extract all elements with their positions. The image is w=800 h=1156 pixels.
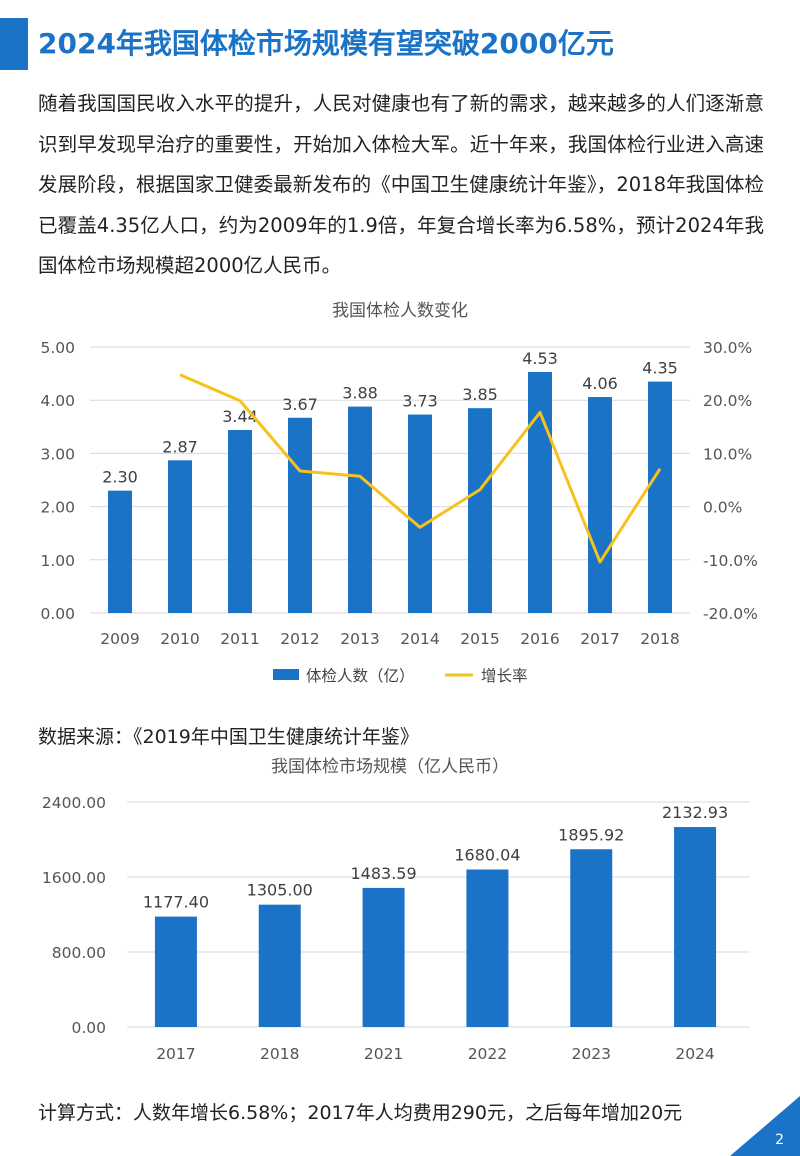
y-left-tick-label: 1.00 (40, 552, 75, 570)
y-left-tick-label: 2.00 (40, 499, 75, 517)
bar-value-label: 3.88 (342, 384, 378, 403)
bar (588, 397, 612, 613)
bar-value-label: 2.87 (162, 437, 198, 456)
x-tick-label: 2017 (580, 630, 619, 648)
x-tick-label: 2010 (160, 630, 199, 648)
bar (348, 406, 372, 613)
bar (648, 381, 672, 613)
page-number: 2 (775, 1132, 784, 1148)
bar (674, 827, 717, 1027)
bar (154, 916, 197, 1027)
x-tick-label: 2014 (400, 630, 439, 648)
y-tick-label: 800.00 (52, 944, 106, 962)
y-left-tick-label: 3.00 (40, 445, 75, 463)
page-title: 2024年我国体检市场规模有望突破2000亿元 (38, 27, 614, 60)
bar (570, 849, 613, 1027)
market-size-chart: 我国体检市场规模（亿人民币） 0.00 800.00 1600.00 2400.00 11… (42, 757, 750, 1063)
y-tick-label: 2400.00 (42, 794, 106, 812)
title-accent-bar (0, 18, 28, 70)
y-tick-label: 0.00 (71, 1019, 106, 1037)
bar (468, 408, 492, 613)
y-left-tick-label: 4.00 (40, 392, 75, 410)
y-right-tick-label: -20.0% (703, 605, 758, 623)
bar-value-label: 3.67 (282, 395, 318, 414)
x-tick-label: 2018 (260, 1045, 299, 1063)
bar-value-label: 1483.59 (350, 864, 416, 883)
bar (258, 904, 301, 1027)
y-left-tick-label: 0.00 (40, 605, 75, 623)
bar-value-label: 4.06 (582, 374, 618, 393)
x-tick-label: 2024 (675, 1045, 714, 1063)
bar-value-label: 4.35 (642, 359, 678, 378)
growth-rate-line (179, 373, 662, 564)
x-tick-label: 2011 (220, 630, 259, 648)
y-right-tick-label: 10.0% (703, 445, 752, 463)
bar (228, 429, 252, 613)
bar (408, 414, 432, 613)
chart-title: 我国体检人数变化 (332, 301, 468, 321)
legend-label-line: 增长率 (481, 667, 528, 685)
x-tick-label: 2013 (340, 630, 379, 648)
y-right-tick-label: 20.0% (703, 392, 752, 410)
data-source-note: 数据来源：《2019年中国卫生健康统计年鉴》 (38, 726, 419, 748)
chart-title: 我国体检市场规模（亿人民币） (271, 757, 509, 777)
bar-value-label: 2132.93 (662, 803, 728, 822)
bar-value-label: 2.30 (102, 468, 138, 487)
bar-value-label: 4.53 (522, 349, 558, 368)
y-left-tick-label: 5.00 (40, 339, 75, 357)
intro-paragraph: 随着我国国民收入水平的提升，人民对健康也有了新的需求，越来越多的人们逐渐意识到早… (38, 92, 764, 277)
legend-label-bar: 体检人数（亿） (306, 667, 415, 685)
x-tick-label: 2023 (572, 1045, 611, 1063)
x-tick-label: 2017 (156, 1045, 195, 1063)
bar-value-label: 1305.00 (247, 881, 313, 900)
bar (528, 372, 552, 613)
bar-value-label: 3.73 (402, 392, 438, 411)
legend-swatch-bar (273, 669, 299, 680)
bar (288, 417, 312, 613)
y-right-tick-label: -10.0% (703, 552, 758, 570)
y-right-tick-label: 30.0% (703, 339, 752, 357)
x-tick-label: 2009 (100, 630, 139, 648)
y-right-tick-label: 0.0% (703, 499, 742, 517)
x-tick-label: 2015 (460, 630, 499, 648)
bar (466, 869, 509, 1027)
people-count-chart: 我国体检人数变化 0.00 1.00 2.00 3.00 4.00 5.00 -20.0% -1… (40, 301, 758, 685)
x-tick-label: 2016 (520, 630, 559, 648)
bar (362, 887, 405, 1027)
bar (168, 460, 192, 613)
bar-value-label: 3.85 (462, 385, 498, 404)
bar (108, 490, 132, 613)
bar-value-label: 1895.92 (558, 825, 624, 844)
x-tick-label: 2021 (364, 1045, 403, 1063)
bar-value-label: 1680.04 (454, 845, 520, 864)
bar-value-label: 1177.40 (143, 893, 209, 912)
x-tick-label: 2022 (468, 1045, 507, 1063)
calculation-method-note: 计算方式：人数年增长6.58%；2017年人均费用290元，之后每年增加20元 (38, 1102, 683, 1124)
page-corner-decoration (730, 1096, 800, 1156)
x-tick-label: 2018 (640, 630, 679, 648)
x-tick-label: 2012 (280, 630, 319, 648)
y-tick-label: 1600.00 (42, 869, 106, 887)
